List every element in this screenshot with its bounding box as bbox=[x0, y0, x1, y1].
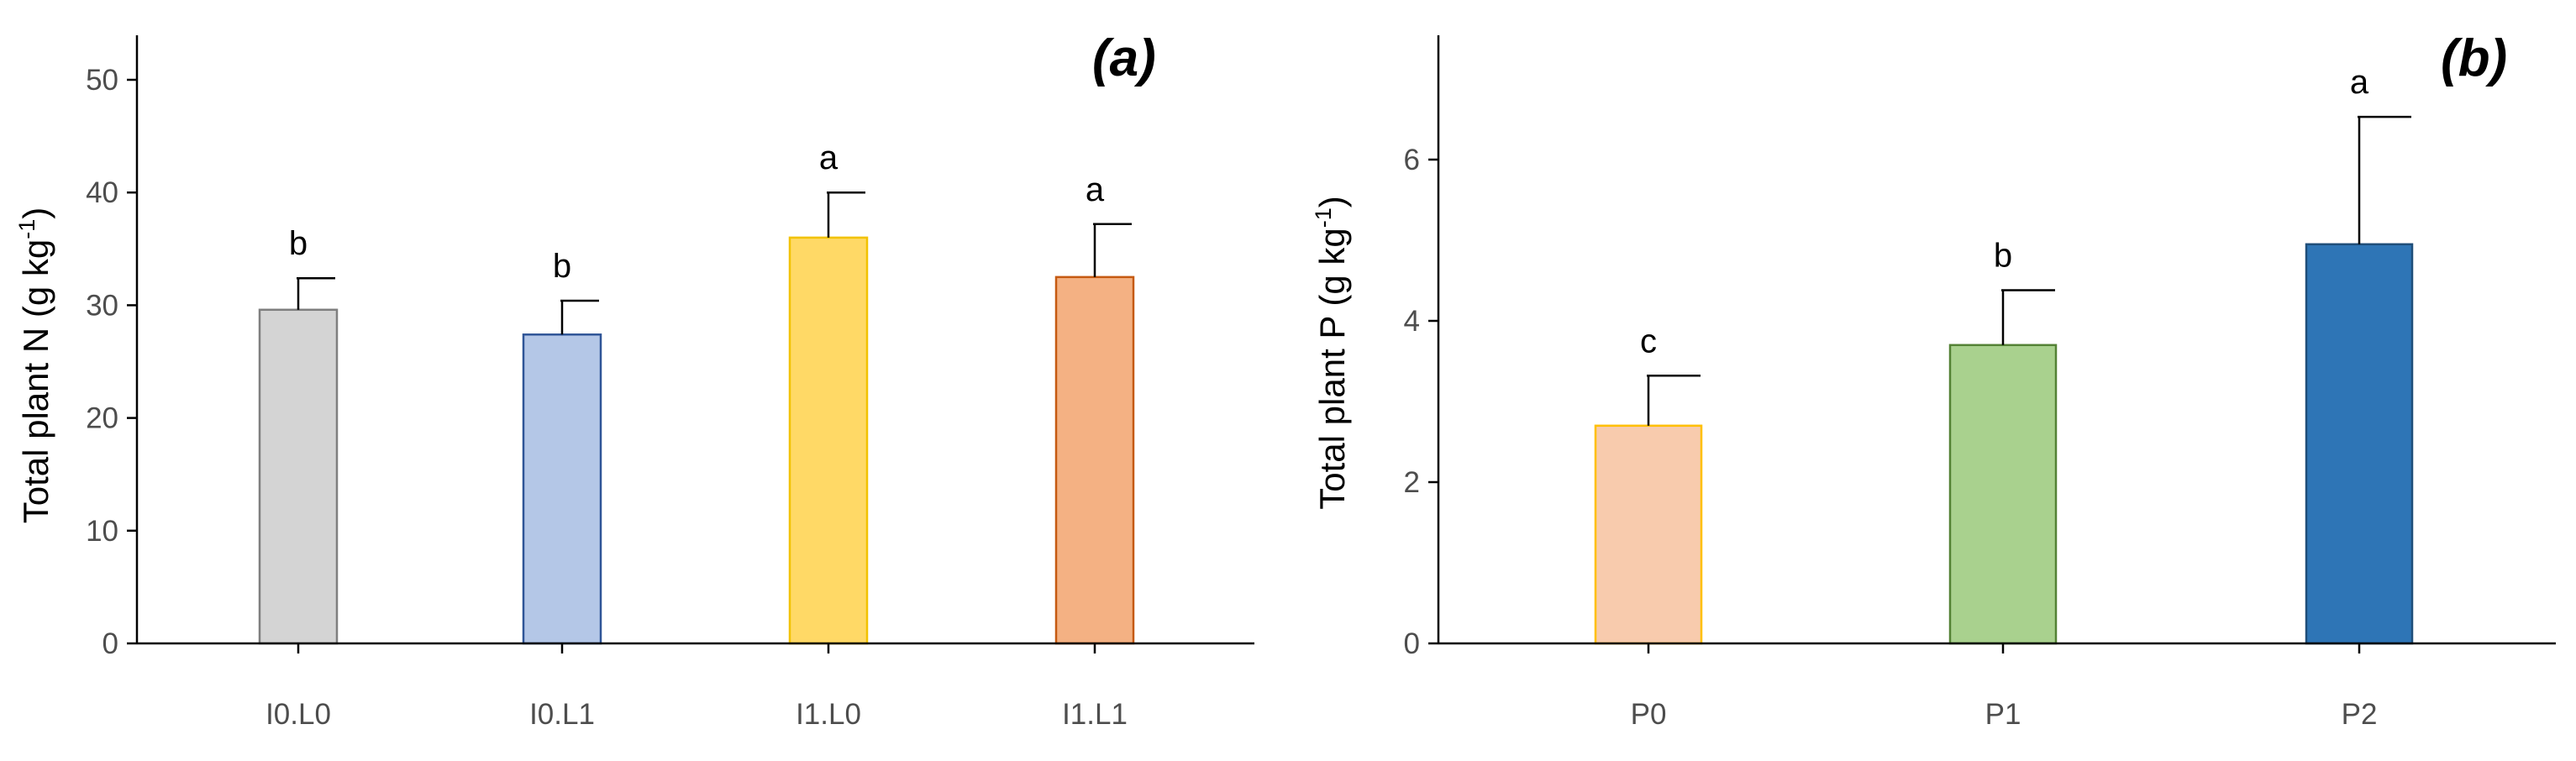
significance-letter: a bbox=[2350, 64, 2369, 101]
panel-b-bars bbox=[1594, 243, 2414, 645]
bar-i0-l0 bbox=[258, 308, 339, 645]
panel-a-bars bbox=[258, 236, 1135, 645]
x-tick-label: I0.L1 bbox=[529, 698, 595, 731]
panel-b-ylabel: Total plant P (g kg bbox=[1312, 228, 1352, 509]
y-tick-label: 0 bbox=[1404, 627, 1420, 660]
panel-a-y-ticks: 0 10 20 30 40 50 bbox=[86, 64, 137, 660]
panel-b-ylabel-sup: -1 bbox=[1311, 207, 1336, 228]
x-tick-label: I0.L0 bbox=[265, 698, 331, 731]
error-bar-i0-l0 bbox=[297, 276, 335, 310]
y-tick-label: 2 bbox=[1404, 466, 1420, 499]
bar-i1-l0 bbox=[788, 236, 869, 645]
bar-i0-l1 bbox=[522, 333, 602, 645]
y-tick-label: 20 bbox=[86, 402, 118, 435]
panel-a-significance-letters: b b a a bbox=[289, 139, 1105, 285]
panel-a-x-ticks: I0.L0 I0.L1 I1.L0 I1.L1 bbox=[265, 643, 1128, 731]
y-tick-label: 4 bbox=[1404, 305, 1420, 338]
svg-text:Total plant N (g kg-1): Total plant N (g kg-1) bbox=[14, 207, 55, 524]
y-tick-label: 30 bbox=[86, 289, 118, 322]
error-bar-p2 bbox=[2358, 115, 2411, 244]
error-bar-i1-l0 bbox=[827, 191, 865, 238]
panel-b-y-axis-title: Total plant P (g kg-1) bbox=[1311, 196, 1352, 509]
panel-b-y-ticks: 0 2 4 6 bbox=[1404, 144, 1438, 660]
significance-letter: c bbox=[1640, 323, 1657, 360]
y-tick-label: 6 bbox=[1404, 144, 1420, 176]
x-tick-label: I1.L1 bbox=[1062, 698, 1128, 731]
y-tick-label: 0 bbox=[103, 627, 118, 660]
panel-a-label: (a) bbox=[1092, 29, 1156, 87]
panel-b-label: (b) bbox=[2441, 29, 2507, 87]
panel-a: (a) Total plant N (g kg-1) b b a a 0 10 20 30 4… bbox=[14, 29, 1254, 731]
significance-letter: b bbox=[289, 225, 308, 262]
x-tick-label: P2 bbox=[2342, 698, 2378, 731]
panel-b-error-bars bbox=[1647, 115, 2411, 426]
panel-a-y-axis-title: Total plant N (g kg-1) bbox=[14, 207, 55, 524]
significance-letter: b bbox=[553, 248, 571, 285]
significance-letter: a bbox=[819, 139, 839, 176]
x-tick-label: P1 bbox=[1985, 698, 2021, 731]
svg-text:Total plant P (g kg-1): Total plant P (g kg-1) bbox=[1311, 196, 1352, 509]
bar-p1 bbox=[1948, 344, 2058, 645]
panel-b-ylabel-tail: ) bbox=[1312, 196, 1352, 207]
error-bar-p0 bbox=[1647, 375, 1701, 426]
significance-letter: b bbox=[1994, 238, 2012, 275]
significance-letter: a bbox=[1086, 171, 1105, 208]
panel-b-x-ticks: P0 P1 P2 bbox=[1631, 643, 2378, 731]
error-bar-i1-l1 bbox=[1093, 223, 1132, 277]
panel-b: (b) Total plant P (g kg-1) c b a 0 2 4 6 P0 P1… bbox=[1311, 29, 2556, 731]
panel-b-significance-letters: c b a bbox=[1640, 64, 2369, 360]
bar-p0 bbox=[1594, 424, 1703, 645]
error-bar-i0-l1 bbox=[560, 299, 599, 335]
panel-a-error-bars bbox=[297, 191, 1132, 335]
bar-p2 bbox=[2305, 243, 2414, 645]
y-tick-label: 10 bbox=[86, 515, 118, 548]
x-tick-label: P0 bbox=[1631, 698, 1667, 731]
panel-a-ylabel: Total plant N (g kg bbox=[16, 239, 55, 524]
panel-a-ylabel-sup: -1 bbox=[14, 219, 39, 239]
x-tick-label: I1.L0 bbox=[796, 698, 861, 731]
bar-i1-l1 bbox=[1054, 276, 1135, 645]
y-tick-label: 50 bbox=[86, 64, 118, 97]
y-tick-label: 40 bbox=[86, 176, 118, 209]
error-bar-p1 bbox=[2001, 289, 2055, 345]
panel-a-ylabel-tail: ) bbox=[16, 207, 55, 219]
